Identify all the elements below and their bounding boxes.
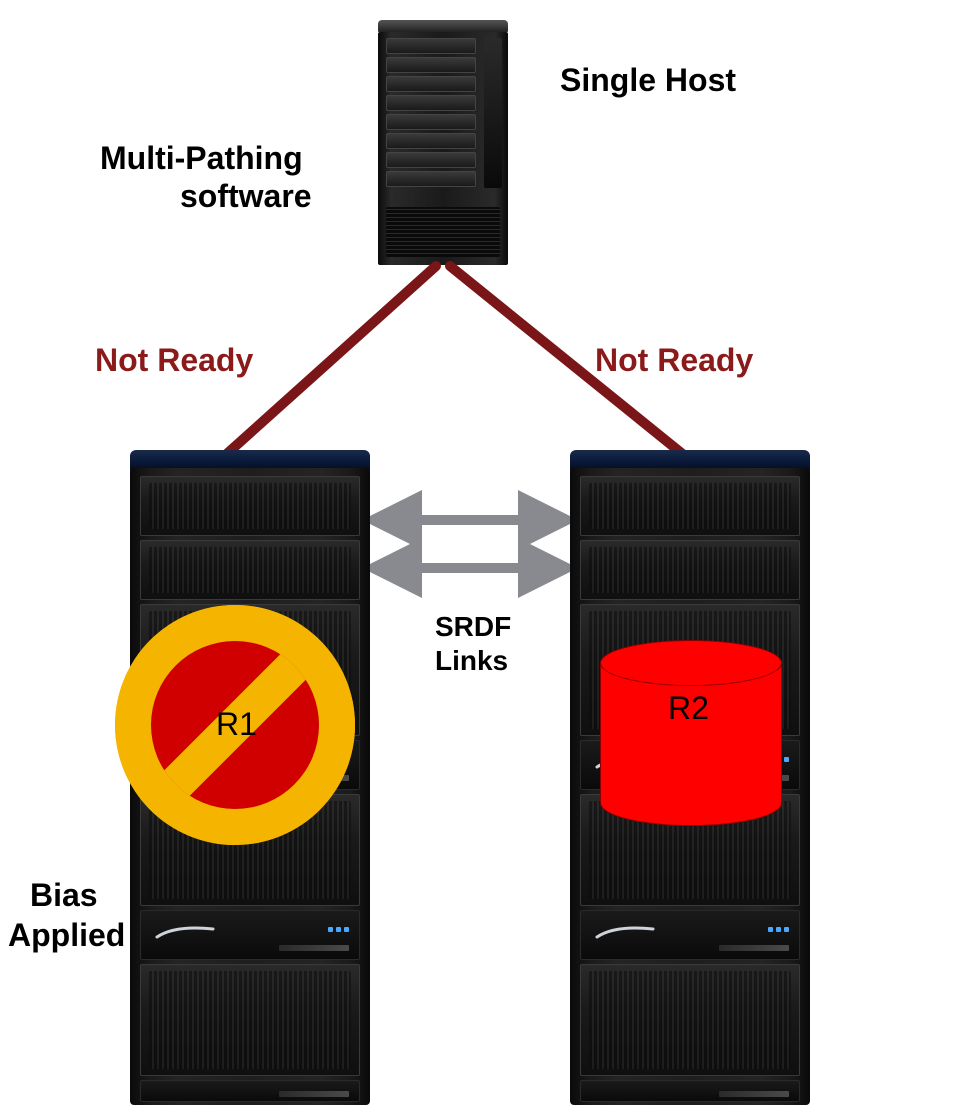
bias-label-1: Bias — [30, 875, 98, 917]
multi-pathing-label-1: Multi-Pathing — [100, 140, 303, 177]
disk-r1-label: R1 — [216, 706, 257, 743]
srdf-label-2: Links — [435, 644, 508, 678]
not-ready-right-label: Not Ready — [595, 342, 753, 379]
bias-label-2: Applied — [8, 915, 125, 957]
not-ready-left-label: Not Ready — [95, 342, 253, 379]
single-host-label: Single Host — [560, 62, 736, 99]
multi-pathing-label-2: software — [180, 178, 312, 215]
single-host-server — [378, 20, 508, 265]
disk-r2-label: R2 — [668, 690, 709, 727]
srdf-label-1: SRDF — [435, 610, 511, 644]
